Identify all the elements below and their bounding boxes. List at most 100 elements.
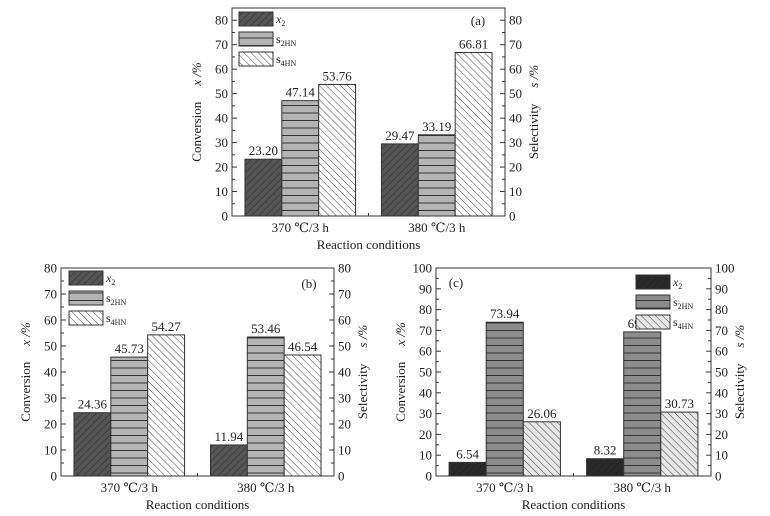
x-axis-title: Reaction conditions	[146, 497, 250, 512]
legend-label-main: x	[672, 275, 679, 289]
legend-label-sub: 2HN	[678, 302, 694, 311]
y-tick-label-right: 30	[338, 391, 351, 406]
y-tick-label-right: 20	[338, 417, 351, 432]
y-tick-label-left: 30	[419, 406, 432, 421]
bar-s2HN	[623, 331, 662, 477]
y-tick-label-left: 50	[44, 339, 57, 354]
panel-label: (c)	[449, 275, 463, 290]
y-tick-label-right: 70	[338, 287, 351, 302]
y-tick-label-right: 60	[509, 62, 522, 77]
y-tick-label-left: 40	[215, 111, 228, 126]
y-tick-label-left: 50	[215, 86, 228, 101]
y-tick-label-left: 20	[215, 160, 228, 175]
legend-item-s4HN: s4HN	[238, 51, 297, 68]
bar-x2	[380, 143, 419, 217]
y-tick-label-right: 60	[715, 344, 728, 359]
legend-swatch	[238, 31, 274, 47]
y-tick-label-right: 50	[715, 365, 728, 380]
bar-s4HN	[147, 334, 186, 477]
legend-item-s2HN: s2HN	[635, 294, 693, 311]
legend-label: s4HN	[106, 311, 126, 327]
x-tick-label: 370 ℃/3 h	[476, 480, 534, 495]
y-tick-label-left: 60	[419, 344, 432, 359]
legend-label-sub: 2HN	[111, 298, 127, 307]
legend: x2 s2HN s4HN	[68, 270, 126, 327]
data-label: 29.47	[385, 128, 415, 143]
y-axis-title-left-word: Conversion	[18, 361, 33, 421]
data-label: 47.14	[286, 85, 316, 100]
y-axis-title-left: Conversion x /%	[189, 62, 204, 162]
data-label: 23.20	[249, 143, 278, 158]
y-tick-label-left: 10	[419, 448, 432, 463]
legend-swatch	[635, 274, 671, 290]
y-tick-label-left: 70	[44, 287, 57, 302]
panel-label: (b)	[301, 276, 316, 291]
y-tick-label-right: 30	[715, 406, 728, 421]
bar-s2HN	[110, 356, 149, 477]
y-axis-title-left-word: Conversion	[393, 361, 408, 421]
y-tick-label-right: 0	[715, 469, 722, 484]
y-axis-title-left-symbol: x /%	[189, 62, 204, 87]
y-tick-label-left: 60	[215, 62, 228, 77]
legend-item-x2: x2	[635, 274, 682, 291]
legend-swatch	[68, 310, 104, 326]
y-axis-title-right-word: Selectivity	[355, 363, 370, 419]
data-label: 53.76	[322, 68, 352, 83]
y-tick-label-left: 80	[215, 13, 228, 28]
x-tick-label: 370 ℃/3 h	[101, 480, 159, 495]
x-axis-title: Reaction conditions	[522, 497, 626, 512]
y-tick-label-left: 80	[44, 261, 57, 276]
legend-label: x2	[672, 275, 682, 291]
legend-label-main: s	[276, 32, 281, 46]
y-tick-label-left: 70	[215, 37, 228, 52]
bar-x2	[209, 444, 248, 477]
y-tick-label-left: 90	[419, 281, 432, 296]
y-tick-label-right: 10	[509, 184, 522, 199]
legend-label-sub: 4HN	[281, 59, 297, 68]
y-tick-label-right: 10	[338, 443, 351, 458]
y-tick-label-left: 0	[222, 209, 229, 224]
legend-label: s2HN	[673, 295, 693, 311]
data-label: 73.94	[490, 306, 520, 321]
legend-item-s2HN: s2HN	[68, 290, 126, 307]
y-tick-label-right: 0	[509, 209, 516, 224]
x-axis-title: Reaction conditions	[317, 237, 421, 252]
y-tick-label-left: 70	[419, 323, 432, 338]
legend-swatch	[68, 290, 104, 306]
y-axis-title-left: Conversion x /%	[393, 322, 408, 422]
y-tick-label-right: 80	[509, 13, 522, 28]
bar-s4HN	[522, 421, 561, 477]
y-tick-label-right: 20	[715, 427, 728, 442]
y-tick-label-left: 100	[413, 261, 433, 276]
bar-x2	[586, 458, 625, 477]
legend-item-x2: x2	[238, 11, 285, 28]
bar-s4HN	[283, 354, 322, 477]
y-tick-label-right: 50	[338, 339, 351, 354]
legend-swatch	[238, 51, 274, 67]
y-tick-label-right: 10	[715, 448, 728, 463]
legend-swatch	[68, 270, 104, 286]
bar-x2	[448, 461, 487, 477]
legend-label-main: s	[106, 291, 111, 305]
bar-s2HN	[417, 134, 456, 217]
y-tick-label-left: 20	[44, 417, 57, 432]
y-axis-title-right: Selectivity s /%	[355, 325, 370, 420]
y-axis-title-left-symbol: x /%	[393, 322, 408, 347]
y-tick-label-left: 0	[426, 469, 433, 484]
data-label: 26.06	[527, 406, 557, 421]
y-tick-label-right: 40	[509, 111, 522, 126]
data-label: 45.73	[115, 341, 144, 356]
legend-item-x2: x2	[68, 270, 115, 287]
y-tick-label-right: 40	[715, 385, 728, 400]
y-axis-title-right-symbol: s /%	[732, 325, 747, 348]
panel-label: (a)	[471, 13, 485, 28]
y-tick-label-right: 80	[338, 261, 351, 276]
x-tick-label: 380 ℃/3 h	[237, 480, 295, 495]
y-tick-label-right: 70	[509, 37, 522, 52]
y-tick-label-right: 0	[338, 469, 345, 484]
legend-swatch	[238, 11, 274, 27]
legend-label: s2HN	[106, 291, 126, 307]
legend-swatch	[635, 294, 671, 310]
legend-label-sub: 2	[678, 282, 682, 291]
